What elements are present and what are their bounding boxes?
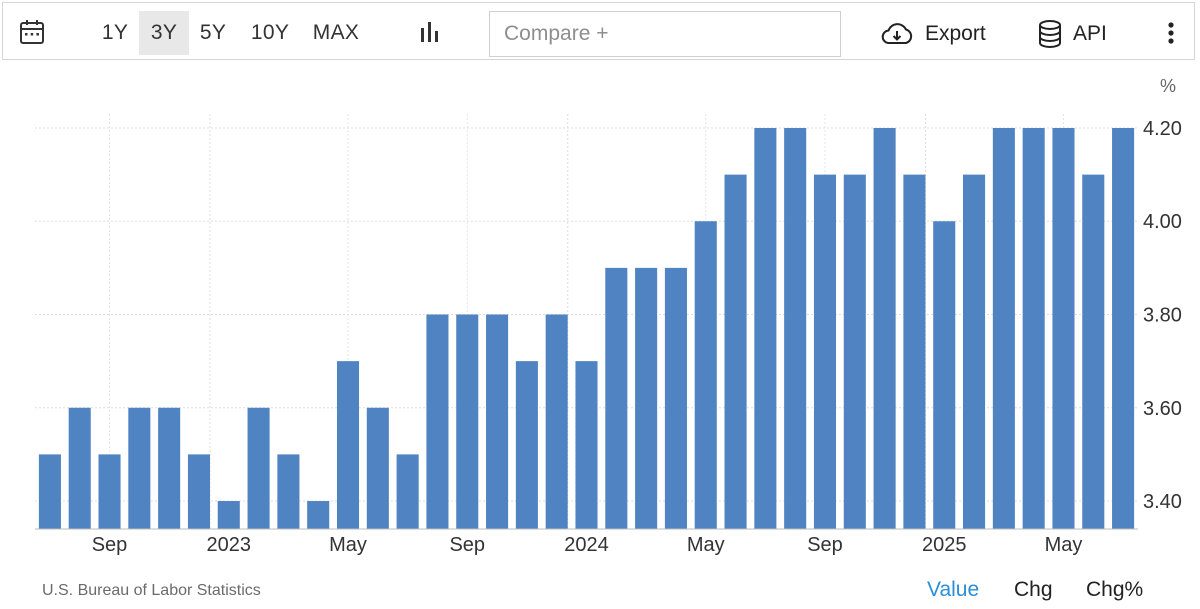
bar <box>575 361 598 529</box>
bar <box>38 454 61 529</box>
calendar-icon[interactable] <box>17 17 47 47</box>
y-tick-label: 3.40 <box>1143 491 1182 513</box>
x-tick-label: 2023 <box>207 534 252 556</box>
bar <box>396 454 419 529</box>
bar <box>515 361 538 529</box>
bar-chart-icon[interactable] <box>413 17 447 47</box>
y-tick-label: 4.00 <box>1143 211 1182 233</box>
bar <box>963 174 986 529</box>
bar <box>933 221 956 529</box>
bar <box>724 174 747 529</box>
bar <box>486 314 509 529</box>
bar <box>635 267 658 529</box>
bar <box>1082 174 1105 529</box>
bar <box>426 314 449 529</box>
mode-value-button[interactable]: Value <box>927 578 980 601</box>
range-5y-button[interactable]: 5Y <box>199 21 227 44</box>
bar <box>187 454 210 529</box>
bar <box>1022 127 1045 529</box>
x-tick-label: May <box>1045 534 1083 556</box>
bar <box>992 127 1015 529</box>
range-max-button[interactable]: MAX <box>312 21 360 44</box>
x-tick-label: 2025 <box>922 534 967 556</box>
range-3y-button[interactable]: 3Y <box>139 11 189 55</box>
bar <box>843 174 866 529</box>
export-button[interactable]: Export <box>879 11 986 57</box>
bar <box>277 454 300 529</box>
bar <box>813 174 837 529</box>
x-tick-label: May <box>329 534 367 556</box>
x-tick-label: Sep <box>807 534 843 556</box>
x-tick-label: Sep <box>92 534 128 556</box>
bar <box>307 501 330 529</box>
cloud-download-icon <box>879 21 915 47</box>
bar <box>784 127 807 529</box>
x-tick-label: 2024 <box>564 534 609 556</box>
mode-chg-button[interactable]: Chg <box>1014 578 1053 601</box>
x-tick-label: May <box>687 534 725 556</box>
database-icon <box>1037 19 1063 49</box>
bar-chart: 3.40 3.60 3.80 4.00 4.20 Sep 2023 May Sep 2024 May… <box>35 114 1182 556</box>
chart-toolbar: 1Y 3Y 5Y 10Y MAX Export <box>2 2 1195 60</box>
bar <box>247 407 270 529</box>
bar <box>217 501 240 529</box>
compare-input[interactable] <box>489 11 841 57</box>
bar <box>694 221 717 529</box>
y-tick-label: 3.60 <box>1143 398 1182 420</box>
bar <box>873 127 896 529</box>
bar <box>1112 127 1135 529</box>
bar <box>456 314 479 529</box>
bar <box>903 174 926 529</box>
bar <box>68 407 91 529</box>
bar <box>366 407 389 529</box>
api-label: API <box>1073 22 1107 45</box>
bar <box>664 267 687 529</box>
y-axis-unit-label: % <box>1160 76 1177 96</box>
bar <box>605 267 628 529</box>
bar <box>754 127 777 529</box>
bar <box>98 454 121 529</box>
range-10y-button[interactable]: 10Y <box>250 21 290 44</box>
bar <box>128 407 151 529</box>
mode-chg-pct-button[interactable]: Chg% <box>1086 578 1144 601</box>
data-source-label: U.S. Bureau of Labor Statistics <box>42 582 261 599</box>
bar <box>336 361 360 529</box>
x-tick-label: Sep <box>449 534 485 556</box>
export-label: Export <box>925 22 986 45</box>
bar <box>545 314 568 529</box>
api-button[interactable]: API <box>1037 11 1107 57</box>
range-1y-button[interactable]: 1Y <box>101 21 129 44</box>
bar <box>158 407 181 529</box>
y-tick-label: 3.80 <box>1143 305 1182 327</box>
more-vertical-icon[interactable] <box>1159 17 1183 49</box>
y-tick-label: 4.20 <box>1143 118 1182 140</box>
bar <box>1052 127 1075 529</box>
